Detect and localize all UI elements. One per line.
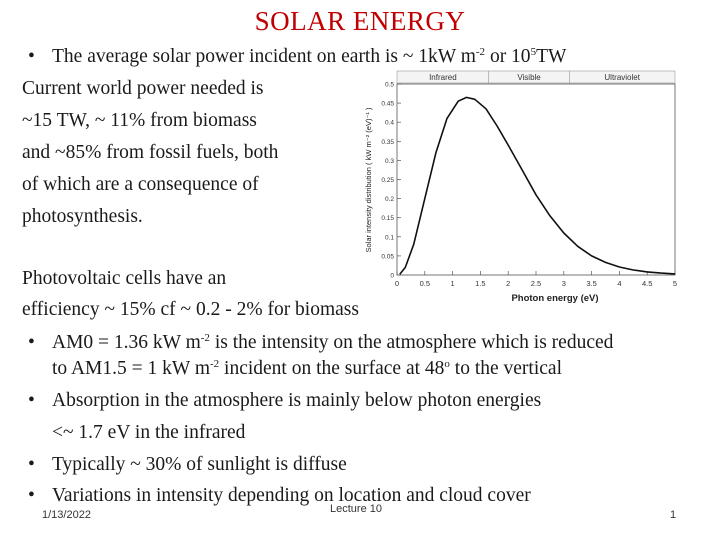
chart-x-tick-label: 3: [562, 279, 566, 288]
bullet-marker: •: [28, 46, 35, 67]
solar-spectrum-chart: Infrared Visible Ultraviolet 0 0.5 1 1.5 2 2.5 3…: [364, 70, 677, 304]
bullet-marker: •: [28, 454, 35, 475]
para-world-power-2: ~15 TW, ~ 11% from biomass: [22, 110, 257, 131]
am15-text: to AM1.5 = 1 kW m: [52, 358, 210, 379]
para-photovoltaic-2: efficiency ~ 15% cf ~ 0.2 - 2% for bioma…: [22, 299, 359, 320]
bullet-text: Absorption in the atmosphere is mainly b…: [52, 390, 542, 411]
chart-y-tick-label: 0.4: [385, 120, 394, 127]
chart-y-tick-label: 0.35: [381, 139, 394, 146]
chart-x-tick-label: 2.5: [531, 279, 541, 288]
chart-x-tick-label: 1: [451, 279, 455, 288]
superscript: o: [444, 358, 450, 370]
chart-region-label: Infrared: [429, 73, 457, 82]
superscript: -2: [209, 358, 220, 370]
chart-x-axis-label: Photon energy (eV): [511, 293, 598, 304]
chart-x-tick-label: 5: [673, 279, 677, 288]
bullet-text-line2: to AM1.5 = 1 kW m-2 incident on the surf…: [52, 354, 562, 383]
chart-x-tick-label: 4: [617, 279, 621, 288]
bullet-text: Variations in intensity depending on loc…: [52, 485, 531, 506]
para-world-power-3: and ~85% from fossil fuels, both: [22, 142, 279, 163]
footer-lecture: Lecture 10: [330, 503, 382, 515]
bullet-solar-power: • The average solar power incident on ea…: [0, 42, 720, 71]
para-world-power-5: photosynthesis.: [22, 206, 143, 227]
slide-title: SOLAR ENERGY: [254, 6, 466, 36]
bullet-text: Typically ~ 30% of sunlight is diffuse: [52, 454, 347, 475]
chart-y-tick-label: 0.15: [381, 215, 394, 222]
chart-region-label: Ultraviolet: [604, 73, 640, 82]
bullet-variations: • Variations in intensity depending on l…: [0, 481, 720, 510]
bullet-text: AM0 = 1.36 kW m-2 is the intensity on th…: [52, 328, 613, 357]
bullet-marker: •: [28, 332, 35, 353]
superscript: -2: [475, 46, 486, 58]
chart-y-tick-label: 0.1: [385, 234, 394, 241]
chart-x-tick-label: 3.5: [586, 279, 596, 288]
chart-x-tick-label: 1.5: [475, 279, 485, 288]
chart-y-tick-label: 0.05: [381, 253, 394, 260]
para-world-power-1: Current world power needed is: [22, 78, 264, 99]
chart-x-tick-label: 2: [506, 279, 510, 288]
am0-text: AM0 = 1.36 kW m: [52, 332, 201, 353]
chart-plot-frame: [396, 83, 676, 276]
footer-page-number: 1: [670, 509, 677, 521]
chart-y-axis-label: Solar intensity distribution ( kW m⁻² (e…: [364, 107, 373, 253]
superscript: 5: [530, 46, 537, 58]
superscript: -2: [200, 332, 210, 344]
para-world-power-4: of which are a consequence of: [22, 174, 259, 195]
chart-x-tick-label: 0: [395, 279, 399, 288]
bullet-marker: •: [28, 485, 35, 506]
chart-series-line: [399, 96, 676, 275]
chart-x-tick-label: 0.5: [420, 279, 430, 288]
bullet-text-post: TW: [536, 46, 567, 67]
footer-date: 1/13/2022: [42, 509, 91, 521]
chart-region-band: [569, 70, 676, 84]
chart-x-tick-label: 4.5: [642, 279, 652, 288]
chart-y-tick-label: 0.2: [385, 196, 394, 203]
bullet-diffuse: • Typically ~ 30% of sunlight is diffuse: [0, 450, 720, 479]
chart-y-tick-label: 0.45: [381, 101, 394, 108]
para-photovoltaic-1: Photovoltaic cells have an: [22, 268, 227, 289]
bullet-text-mid: or 10: [485, 46, 531, 67]
bullet-absorption: • Absorption in the atmosphere is mainly…: [0, 386, 720, 444]
bullet-text-pre: The average solar power incident on eart…: [52, 46, 476, 67]
am15-text-mid: incident on the surface at 48: [219, 358, 445, 379]
chart-y-tick-label: 0.25: [381, 177, 394, 184]
chart-y-tick-label: 0: [390, 273, 394, 280]
bullet-marker: •: [28, 390, 35, 411]
chart-y-tick-label: 0.5: [385, 82, 394, 89]
am15-text-post: to the vertical: [449, 358, 562, 379]
bullet-text-line2: <~ 1.7 eV in the infrared: [52, 422, 246, 443]
bullet-am0: • AM0 = 1.36 kW m-2 is the intensity on …: [0, 328, 720, 386]
bullet-text: The average solar power incident on eart…: [52, 42, 566, 71]
chart-y-tick-label: 0.3: [385, 158, 394, 165]
chart-region-label: Visible: [517, 73, 541, 82]
am0-text-post: is the intensity on the atmosphere which…: [209, 332, 614, 353]
